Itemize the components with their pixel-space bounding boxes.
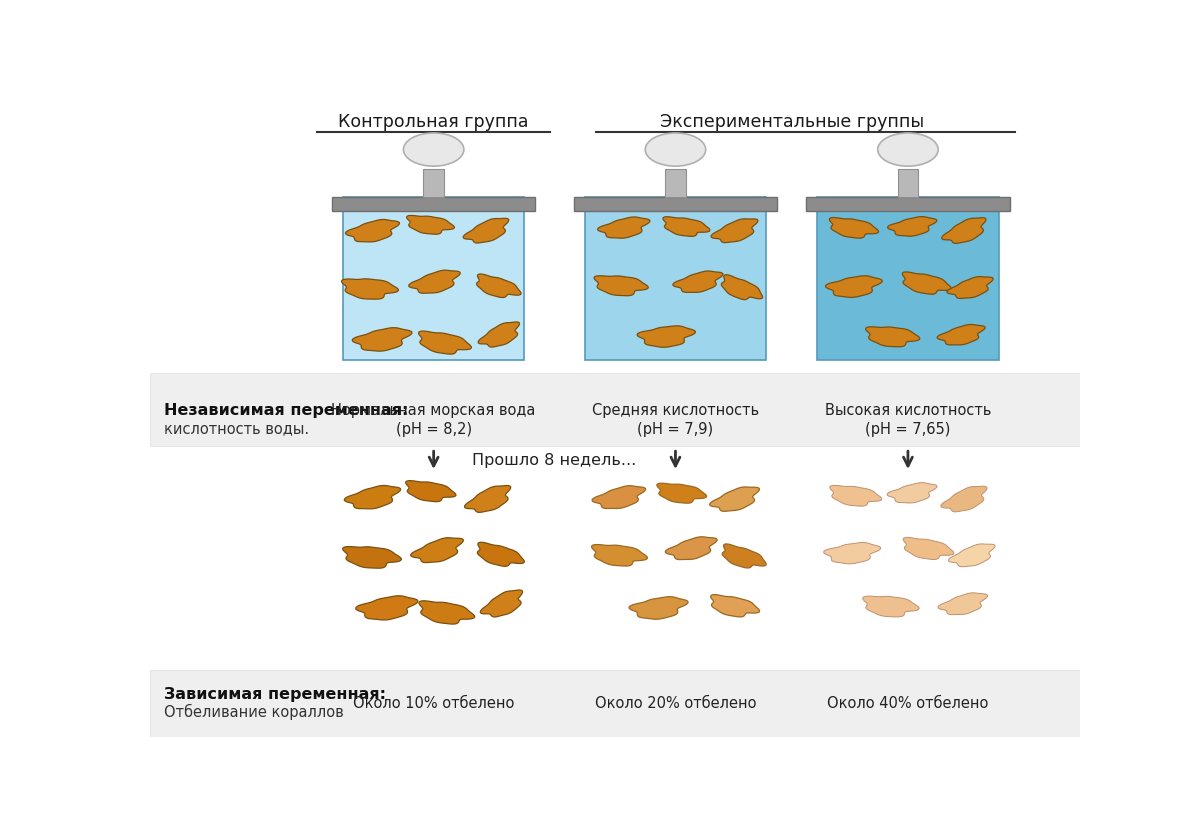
Polygon shape: [941, 487, 986, 513]
Polygon shape: [410, 538, 463, 563]
Polygon shape: [865, 327, 919, 348]
Polygon shape: [353, 328, 412, 352]
Ellipse shape: [877, 134, 938, 167]
Polygon shape: [902, 272, 952, 295]
Text: Прошло 8 недель...: Прошло 8 недель...: [473, 453, 637, 468]
Polygon shape: [409, 271, 461, 294]
Bar: [817, 198, 998, 361]
Bar: [584, 198, 766, 361]
Polygon shape: [478, 542, 524, 566]
Polygon shape: [829, 486, 882, 507]
Bar: [343, 198, 524, 361]
Polygon shape: [937, 325, 985, 345]
Polygon shape: [478, 323, 520, 348]
Polygon shape: [863, 596, 919, 617]
Polygon shape: [673, 272, 722, 293]
Polygon shape: [722, 544, 766, 568]
Polygon shape: [637, 326, 696, 348]
Text: Экспериментальные группы: Экспериментальные группы: [660, 113, 924, 131]
Polygon shape: [419, 332, 472, 354]
Polygon shape: [665, 537, 718, 560]
Text: Средняя кислотность: Средняя кислотность: [592, 402, 760, 417]
Polygon shape: [721, 276, 762, 301]
Text: Контрольная группа: Контрольная группа: [338, 113, 529, 131]
Bar: [424, 170, 444, 198]
Polygon shape: [904, 537, 954, 560]
Polygon shape: [826, 277, 882, 298]
Polygon shape: [709, 488, 760, 512]
Bar: [150, 670, 1080, 737]
Text: (pH = 7,9): (pH = 7,9): [637, 421, 714, 436]
Polygon shape: [407, 216, 455, 235]
Ellipse shape: [403, 134, 464, 167]
Polygon shape: [947, 277, 994, 299]
Text: (pH = 8,2): (pH = 8,2): [396, 421, 472, 436]
Text: Высокая кислотность: Высокая кислотность: [824, 402, 991, 417]
Polygon shape: [710, 595, 760, 617]
Bar: [150, 373, 1080, 447]
Polygon shape: [406, 481, 456, 502]
Polygon shape: [463, 219, 509, 243]
Text: кислотность воды.: кислотность воды.: [164, 421, 310, 436]
Polygon shape: [823, 543, 881, 564]
Polygon shape: [656, 484, 707, 503]
Polygon shape: [344, 486, 401, 509]
Text: Зависимая переменная:: Зависимая переменная:: [164, 686, 386, 701]
Bar: [332, 198, 535, 212]
Polygon shape: [594, 277, 648, 296]
Ellipse shape: [646, 134, 706, 167]
Bar: [574, 198, 778, 212]
Polygon shape: [592, 486, 646, 509]
Polygon shape: [712, 219, 758, 243]
Text: Нормальная морская вода: Нормальная морская вода: [331, 402, 536, 417]
Polygon shape: [346, 220, 400, 243]
Polygon shape: [343, 547, 401, 569]
Polygon shape: [592, 545, 648, 566]
Polygon shape: [355, 596, 418, 620]
Polygon shape: [419, 601, 475, 624]
Polygon shape: [942, 219, 986, 244]
Polygon shape: [464, 486, 511, 513]
Bar: [898, 170, 918, 198]
Polygon shape: [888, 218, 937, 237]
Text: Отбеливание кораллов: Отбеливание кораллов: [164, 703, 343, 720]
Polygon shape: [662, 218, 710, 237]
Bar: [806, 198, 1009, 212]
Bar: [665, 170, 685, 198]
Bar: [317, 450, 1052, 670]
Text: Около 10% отбелено: Около 10% отбелено: [353, 695, 515, 710]
Text: Около 20% отбелено: Около 20% отбелено: [595, 695, 756, 710]
Polygon shape: [480, 590, 522, 617]
Polygon shape: [829, 219, 878, 238]
Polygon shape: [342, 280, 398, 300]
Polygon shape: [598, 218, 650, 239]
Polygon shape: [938, 593, 988, 615]
Text: Независимая переменная:: Независимая переменная:: [164, 402, 408, 417]
Text: Около 40% отбелено: Около 40% отбелено: [827, 695, 989, 710]
Polygon shape: [476, 275, 521, 298]
Polygon shape: [629, 597, 688, 619]
Text: (pH = 7,65): (pH = 7,65): [865, 421, 950, 436]
Polygon shape: [948, 544, 995, 567]
Polygon shape: [887, 483, 937, 503]
Bar: [317, 99, 1052, 373]
